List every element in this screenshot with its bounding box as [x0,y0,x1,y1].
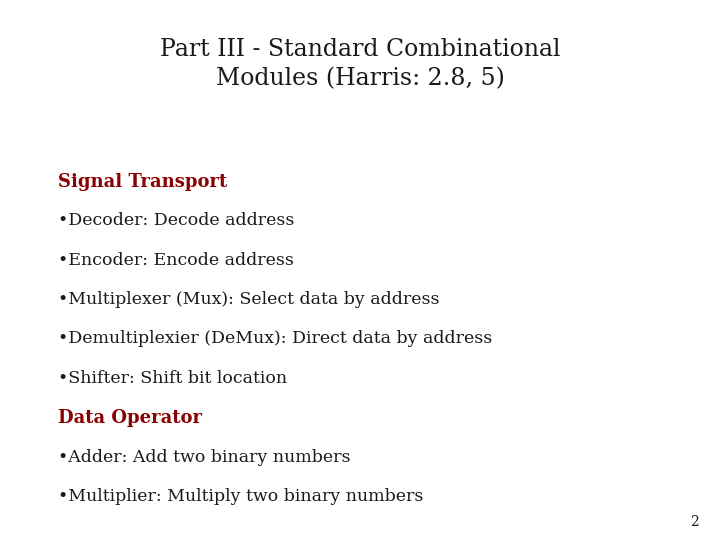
Text: •Encoder: Encode address: •Encoder: Encode address [58,252,294,268]
Text: •Demultiplexier (DeMux): Direct data by address: •Demultiplexier (DeMux): Direct data by … [58,330,492,347]
Text: •Decoder: Decode address: •Decoder: Decode address [58,212,294,229]
Text: •Shifter: Shift bit location: •Shifter: Shift bit location [58,370,287,387]
Text: 2: 2 [690,515,698,529]
Text: •Multiplexer (Mux): Select data by address: •Multiplexer (Mux): Select data by addre… [58,291,439,308]
Text: •Multiplier: Multiply two binary numbers: •Multiplier: Multiply two binary numbers [58,488,423,505]
Text: Part III - Standard Combinational
Modules (Harris: 2.8, 5): Part III - Standard Combinational Module… [160,38,560,90]
Text: Data Operator: Data Operator [58,409,202,427]
Text: •Adder: Add two binary numbers: •Adder: Add two binary numbers [58,449,350,465]
Text: Signal Transport: Signal Transport [58,173,227,191]
